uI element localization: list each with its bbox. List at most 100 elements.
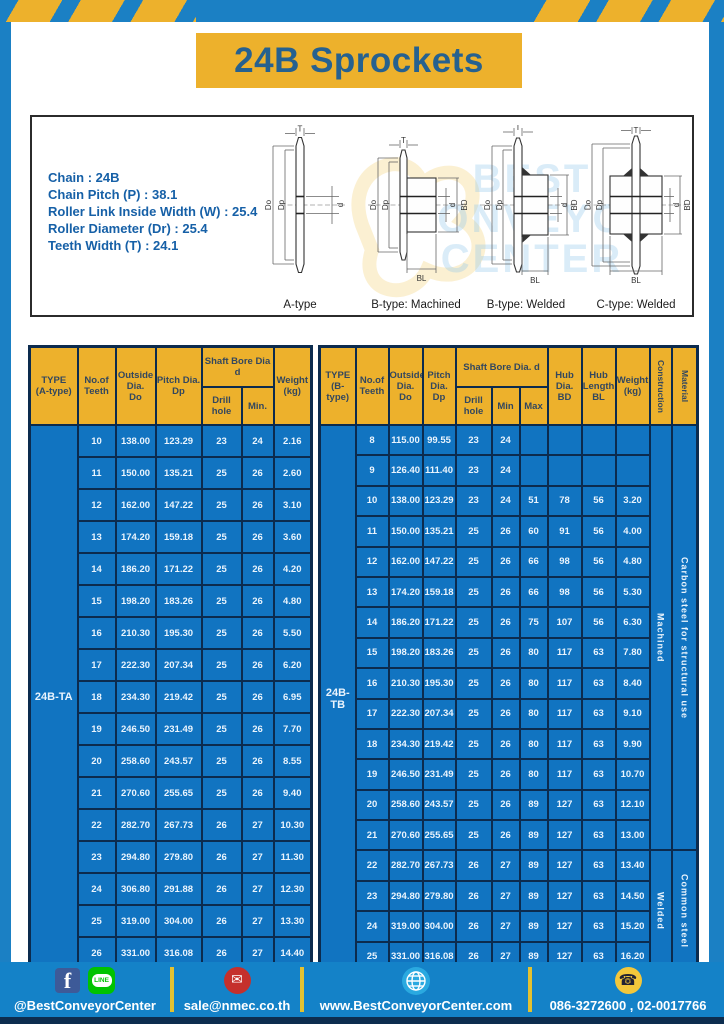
svg-text:T: T	[298, 125, 303, 134]
table-cell: 63	[580, 636, 617, 670]
table-cell: 18	[354, 727, 390, 761]
table-cell: 26	[454, 879, 493, 913]
table-row: 11 150.00 135.21 25 26 60 91 56 4.00	[320, 515, 698, 548]
table-cell: 267.73	[421, 849, 457, 882]
table-row: 20 258.60 243.57 25 26 8.55	[30, 744, 313, 778]
table-cell: 5.30	[614, 575, 651, 609]
table-cell: 12.30	[272, 872, 313, 906]
table-cell: 25	[454, 727, 493, 761]
table-cell: 174.20	[114, 520, 157, 554]
table-cell: 80	[518, 727, 549, 761]
diagram-c-type-welded: T Do Dp d BD BL C-type: Welded	[580, 125, 693, 313]
table-cell: 138.00	[114, 424, 157, 458]
table-cell: 25	[200, 744, 243, 778]
page-title: 24B Sprockets	[234, 40, 484, 80]
table-cell: 162.00	[114, 488, 157, 522]
bottom-navy-strip	[0, 1017, 724, 1024]
table-cell: 27	[240, 808, 275, 842]
table-row: 24 319.00 304.00 26 27 89 127 63 15.20	[320, 910, 698, 943]
table-cell: 23	[200, 424, 243, 458]
table-cell: 24	[490, 484, 521, 518]
table-cell: 4.80	[272, 584, 313, 618]
table-cell: 231.49	[154, 712, 203, 746]
table-cell: 24	[354, 910, 390, 943]
table-row: 12 162.00 147.22 25 26 3.10	[30, 488, 313, 522]
table-cell: 127	[546, 849, 583, 882]
table-row: 23 294.80 279.80 26 27 89 127 63 14.50	[320, 879, 698, 913]
hazard-stripes-left-icon	[0, 0, 196, 22]
table-cell: 258.60	[114, 744, 157, 778]
svg-text:Do: Do	[584, 199, 593, 210]
table-cell: 23	[354, 879, 390, 913]
diagram-drawing: T Do Dp d BD BL	[584, 126, 693, 285]
table-cell	[614, 454, 651, 487]
table-cell: 123.29	[154, 424, 203, 458]
table-cell: 98	[546, 545, 583, 578]
table-row: 24B-TA 10 138.00 123.29 23 24 2.16	[28, 424, 313, 971]
table-cell: 24	[490, 423, 521, 457]
table-cell: 66	[518, 545, 549, 578]
table-row: 21 270.60 255.65 25 26 9.40	[30, 776, 313, 810]
table-cell: 25	[200, 488, 243, 522]
table-cell: 23	[454, 484, 493, 518]
table-row: 17 222.30 207.34 25 26 80 117 63 9.10	[320, 697, 698, 730]
table-cell: 22	[354, 849, 390, 882]
website-url: www.BestConveyorCenter.com	[319, 997, 513, 1013]
table-cell: 13	[76, 520, 117, 554]
svg-text:T: T	[401, 136, 406, 145]
svg-text:Dp: Dp	[495, 199, 504, 210]
table-cell: 4.00	[614, 515, 651, 548]
b-welded-drawing-icon: T Do Dp d BD BL	[480, 123, 579, 285]
svg-text:BL: BL	[631, 276, 641, 285]
table-cell: 234.30	[387, 727, 424, 761]
table-cell: 126.40	[387, 454, 424, 487]
table-cell: 147.22	[421, 545, 457, 578]
table-cell: 27	[240, 872, 275, 906]
table-cell: 63	[580, 879, 617, 913]
table-cell: 117	[546, 697, 583, 730]
table-cell: 89	[518, 910, 549, 943]
table-cell: 98	[546, 575, 583, 609]
footer-contact-bar: f LINE @BestConveyorCenter ✉ sale@nmec.c…	[0, 962, 724, 1017]
table-cell: 18	[76, 680, 117, 714]
table-cell: 26	[240, 584, 275, 618]
table-cell: 63	[580, 667, 617, 700]
material-cell: Carbon steel for structural use	[670, 423, 699, 852]
col-header-hub-dia: Hub Dia. BD	[546, 345, 583, 426]
table-cell: 270.60	[114, 776, 157, 810]
table-cell: 17	[354, 697, 390, 730]
col-header-shaft-bore: Shaft Bore Dia. d	[454, 345, 549, 388]
table-cell: 26	[490, 515, 521, 548]
table-cell: 63	[580, 697, 617, 730]
table-cell: 25	[200, 616, 243, 650]
table-cell: 23	[76, 840, 117, 874]
table-cell: 26	[240, 456, 275, 490]
table-row: 21 270.60 255.65 25 26 89 127 63 13.00	[320, 819, 698, 852]
table-cell: 13.00	[614, 819, 651, 852]
table-row: 13 174.20 159.18 25 26 66 98 56 5.30	[320, 575, 698, 609]
table-cell: 26	[490, 727, 521, 761]
table-cell: 66	[518, 575, 549, 609]
table-row: 18 234.30 219.42 25 26 80 117 63 9.90	[320, 727, 698, 761]
table-cell: 171.22	[421, 606, 457, 639]
table-cell: 16	[76, 616, 117, 650]
table-cell: 270.60	[387, 819, 424, 852]
table-cell: 89	[518, 879, 549, 913]
col-header-construction: Construction	[648, 345, 673, 426]
table-cell: 231.49	[421, 758, 457, 791]
b-type-table: TYPE (B-type) No.of Teeth Outside Dia. D…	[318, 345, 700, 975]
col-header-drill-hole: Drill hole	[200, 386, 243, 426]
svg-text:Dp: Dp	[595, 199, 604, 210]
table-cell: 12.10	[614, 788, 651, 822]
table-cell: 234.30	[114, 680, 157, 714]
table-cell: 127	[546, 879, 583, 913]
a-type-table-header: TYPE (A-type) No.of Teeth Outside Dia. D…	[28, 345, 313, 426]
svg-text:BD: BD	[683, 199, 692, 210]
table-cell: 25	[200, 552, 243, 586]
table-cell: 21	[76, 776, 117, 810]
svg-text:Dp: Dp	[277, 199, 286, 210]
table-cell: 25	[454, 788, 493, 822]
col-header-teeth: No.of Teeth	[76, 345, 117, 426]
table-cell: 63	[580, 910, 617, 943]
table-cell: 24	[490, 454, 521, 487]
